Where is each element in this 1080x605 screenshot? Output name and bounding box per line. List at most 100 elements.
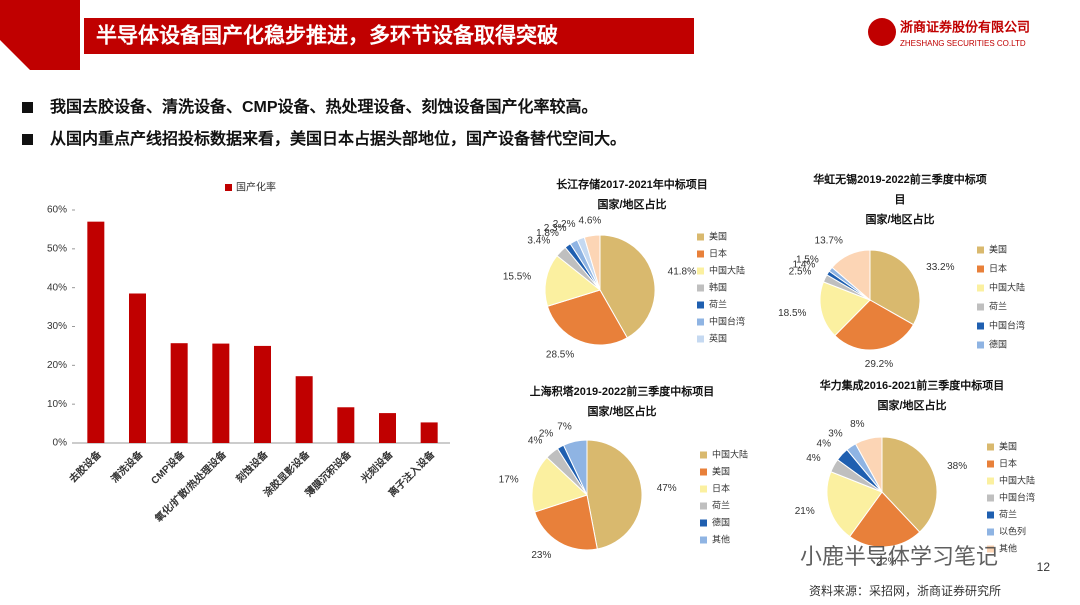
data-label: 4% — [806, 453, 821, 464]
data-label: 4.6% — [579, 215, 602, 226]
legend-label: 德国 — [989, 338, 1007, 349]
data-label: 23% — [531, 550, 551, 561]
x-tick-label: CMP设备 — [148, 447, 188, 487]
pie-slice — [562, 439, 588, 496]
company-name: 浙商证券股份有限公司 — [900, 19, 1030, 34]
legend-label: 美国 — [712, 465, 730, 476]
legend-label: 荷兰 — [989, 300, 1007, 311]
legend-label: 英国 — [709, 332, 727, 343]
legend-label: 美国 — [999, 440, 1017, 451]
header-shape — [0, 0, 80, 70]
bar — [295, 376, 313, 443]
bullet-icon — [22, 134, 33, 145]
bar — [254, 345, 271, 443]
title-band — [84, 18, 694, 54]
pie-title: 长江存储2017-2021年中标项目 — [556, 177, 708, 191]
legend-swatch — [987, 511, 994, 519]
x-tick-label: 氧化/扩散/热处理设备 — [151, 447, 229, 525]
data-label: 28.5% — [546, 350, 574, 361]
legend-swatch — [987, 477, 994, 485]
legend-label: 日本 — [999, 457, 1017, 468]
data-label: 18.5% — [778, 308, 806, 319]
legend-swatch — [987, 460, 994, 468]
legend-label: 中国大陆 — [999, 474, 1035, 485]
legend-swatch — [697, 233, 704, 241]
legend-swatch — [700, 468, 707, 476]
pie-slice — [831, 249, 871, 302]
data-label: 8% — [850, 419, 865, 430]
legend-label: 中国大陆 — [989, 281, 1025, 292]
data-label: 2% — [539, 428, 554, 439]
y-tick-label: 40% — [47, 282, 67, 293]
bar — [129, 293, 146, 443]
legend-swatch — [977, 322, 984, 330]
legend-label: 韩国 — [709, 281, 727, 292]
legend-swatch — [977, 303, 984, 311]
legend-swatch — [987, 545, 994, 553]
pie-slice — [531, 456, 588, 513]
legend-label: 日本 — [709, 247, 727, 258]
y-tick-label: 0% — [53, 438, 68, 449]
pie-title: 国家/地区占比 — [877, 398, 946, 412]
company-en: ZHESHANG SECURITIES CO.LTD — [900, 39, 1026, 48]
data-label: 38% — [947, 461, 967, 472]
legend-label: 美国 — [709, 230, 727, 241]
pie-slice — [546, 289, 628, 346]
x-tick-label: 光刻设备 — [357, 447, 396, 486]
pie-title: 目 — [895, 193, 906, 206]
pie-slice — [826, 471, 883, 538]
x-tick-label: 去胶设备 — [66, 447, 104, 485]
legend-swatch — [987, 494, 994, 502]
bar — [212, 343, 230, 443]
legend-label: 美国 — [989, 243, 1007, 254]
legend-swatch — [700, 451, 707, 459]
legend-label: 其他 — [712, 533, 730, 544]
legend-label: 国产化率 — [236, 181, 276, 194]
x-tick-label: 清洗设备 — [108, 447, 146, 485]
pie-title: 上海积塔2019-2022前三季度中标项目 — [530, 384, 715, 398]
legend-label: 日本 — [712, 482, 730, 493]
legend-label: 中国台湾 — [999, 491, 1035, 502]
legend-label: 中国台湾 — [709, 315, 745, 326]
pie-slice — [583, 234, 601, 291]
legend-swatch — [987, 528, 994, 536]
data-label: 47% — [657, 483, 677, 494]
bar — [87, 221, 105, 443]
legend-swatch — [977, 284, 984, 292]
watermark: 小鹿半导体学习笔记 — [800, 544, 998, 569]
pie-title: 国家/地区占比 — [597, 197, 666, 211]
y-tick-label: 50% — [47, 243, 67, 254]
pie-slice — [599, 234, 656, 339]
data-label: 3% — [828, 429, 843, 440]
logo — [868, 18, 896, 46]
legend-swatch — [977, 265, 984, 273]
legend-label: 中国台湾 — [989, 319, 1025, 330]
legend-swatch — [700, 519, 707, 527]
legend-swatch — [700, 536, 707, 544]
legend-swatch — [697, 301, 704, 309]
bullet: 我国去胶设备、清洗设备、CMP设备、热处理设备、刻蚀设备国产化率较高。 — [50, 97, 598, 116]
pie-slice — [586, 439, 643, 550]
data-label: 3.4% — [527, 235, 550, 246]
legend-swatch — [697, 284, 704, 292]
page-number: 12 — [1037, 560, 1051, 574]
y-tick-label: 20% — [47, 360, 67, 371]
x-tick-label: 刻蚀设备 — [233, 447, 271, 485]
legend-label: 荷兰 — [712, 499, 730, 510]
data-label: 29.2% — [865, 359, 893, 370]
bar — [337, 407, 355, 443]
legend-label: 中国大陆 — [712, 448, 748, 459]
pie-title: 华虹无锡2019-2022前三季度中标项 — [813, 172, 987, 186]
legend-label: 荷兰 — [709, 298, 727, 309]
legend-label: 其他 — [999, 542, 1017, 553]
data-label: 33.2% — [926, 262, 954, 273]
legend-label: 中国大陆 — [709, 264, 745, 275]
pie-slice — [881, 436, 938, 533]
legend-swatch — [697, 335, 704, 343]
data-label: 4% — [528, 436, 543, 447]
data-label: 17% — [499, 474, 519, 485]
data-label: 41.8% — [668, 267, 696, 278]
legend-swatch — [977, 341, 984, 349]
bar — [379, 413, 396, 443]
pie-slice — [834, 299, 915, 351]
